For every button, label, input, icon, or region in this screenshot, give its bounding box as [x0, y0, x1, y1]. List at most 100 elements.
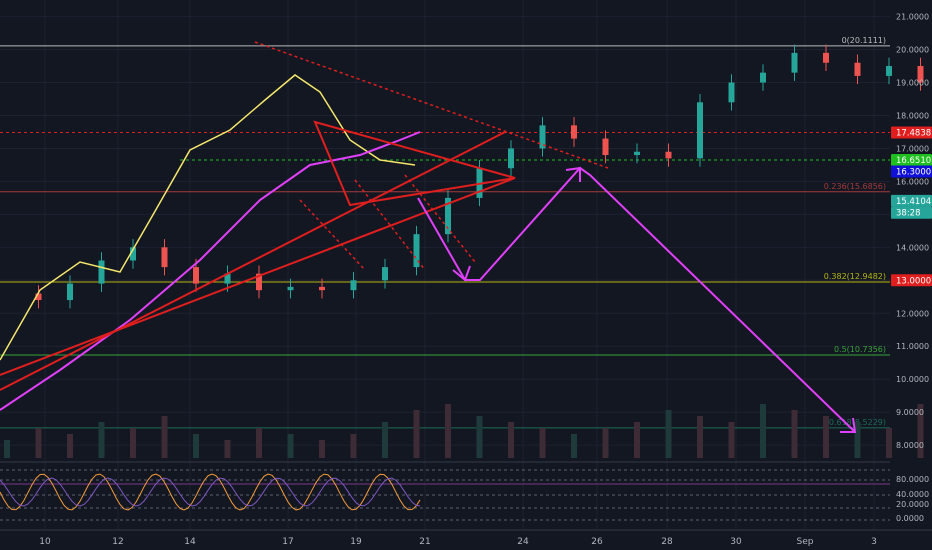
y-tick-label: 11.0000 [896, 342, 929, 351]
candle-body [161, 247, 168, 268]
volume-bar [886, 428, 892, 458]
price-badge [891, 165, 932, 178]
x-tick-label: 3 [871, 537, 877, 547]
candle-body [445, 197, 451, 235]
triangle-pattern [313, 120, 516, 207]
price-badge-label: 17.4838 [896, 128, 931, 138]
candle-body [760, 72, 766, 83]
candle-body [193, 267, 199, 284]
arrow-head [565, 166, 581, 182]
projection-path [417, 166, 856, 433]
fib-level-label: 0(20.1111) [842, 36, 886, 45]
candle-body [728, 82, 735, 103]
fib-level-label: 0.5(10.7356) [834, 345, 886, 354]
candle-body [665, 151, 672, 159]
pattern-drawings [0, 41, 857, 433]
x-tick-label: 24 [517, 537, 529, 547]
oscillator-line-k [0, 473, 421, 511]
x-tick-label: 14 [184, 537, 196, 547]
y-tick-label: 21.0000 [896, 13, 929, 22]
y-tick-label: 17.0000 [896, 144, 929, 153]
y-tick-label: 18.0000 [896, 111, 929, 120]
x-tick-label: Sep [797, 537, 814, 547]
moving-average-yellow [0, 74, 416, 361]
candle-body [413, 234, 420, 268]
candle-body [634, 151, 640, 156]
x-tick-label: 17 [282, 537, 293, 547]
candle-body [823, 52, 829, 63]
y-tick-label: 12.0000 [896, 309, 929, 318]
candle-body [256, 273, 262, 291]
candle-body [697, 102, 703, 159]
price-badge-label: 13.0000 [896, 276, 931, 286]
fib-level-label: 0.382(12.9482) [824, 272, 886, 281]
volume-bar [823, 416, 829, 458]
lower-trend-line [0, 177, 516, 376]
candlesticks [35, 44, 924, 309]
y-tick-label: 20.0000 [896, 46, 929, 55]
price-badge-label: 15.4104 [896, 197, 931, 207]
candle-body [508, 148, 514, 169]
candle-body [886, 66, 892, 76]
y-tick-label: 8.0000 [896, 441, 924, 450]
descending-resistance [254, 41, 609, 169]
channel-line [404, 174, 476, 263]
uptrend-line [0, 131, 506, 391]
volume-bar [539, 428, 546, 458]
candle-body [791, 52, 798, 73]
y-tick-label: 19.0000 [896, 79, 929, 88]
volume-bar [854, 422, 861, 458]
oscillator-line-d [0, 477, 421, 507]
volume-bar [917, 404, 924, 458]
price-badge-label: 16.6510 [896, 156, 931, 166]
candle-body [67, 283, 73, 301]
x-tick-label: 28 [661, 537, 673, 547]
volume-bar [287, 434, 294, 458]
volume-bar [791, 410, 798, 458]
candle-body [350, 280, 357, 291]
candle-body [319, 286, 325, 291]
candle-body [917, 66, 924, 83]
x-tick-label: 21 [419, 537, 430, 547]
oscillator-tick: 0.0000 [896, 514, 924, 523]
volume-bar [665, 410, 672, 458]
volume-bar [98, 422, 105, 458]
x-tick-label: 19 [350, 537, 362, 547]
candle-body [98, 260, 105, 284]
y-tick-label: 9.0000 [896, 408, 924, 417]
candle-body [571, 125, 577, 139]
candle-body [224, 273, 231, 284]
price-badge [891, 126, 932, 139]
moving-averages [0, 74, 421, 411]
channel-line [299, 199, 366, 271]
volume-bar [508, 422, 514, 458]
arrow-head [452, 265, 471, 282]
y-axis: 21.0000 20.0000 19.0000 18.0000 17.0000 16.00… [896, 13, 929, 451]
channel-line [354, 179, 426, 271]
x-tick-label: 12 [112, 537, 123, 547]
volume-bar [760, 404, 766, 458]
volume-bar [224, 440, 231, 458]
volume-bar [256, 428, 262, 458]
volume-bar [602, 428, 609, 458]
y-tick-label: 14.0000 [896, 243, 929, 252]
candle-body [854, 62, 861, 76]
price-badge [891, 206, 932, 219]
volume-bar [413, 410, 420, 458]
price-badge-label: 38:28 [896, 209, 921, 219]
candle-body [382, 267, 388, 281]
fib-level-label: 0.236(15.6856) [824, 182, 886, 191]
candle-body [287, 286, 294, 291]
price-badge-label: 16.3000 [896, 168, 931, 178]
y-tick-label: 10.0000 [896, 375, 929, 384]
volume-bar [193, 434, 199, 458]
x-tick-label: 30 [730, 537, 742, 547]
moving-average-magenta [0, 131, 421, 411]
oscillator-tick: 40.0000 [896, 490, 929, 499]
volume-bar [130, 428, 136, 458]
volume-bar [571, 434, 577, 458]
candle-body [35, 293, 42, 301]
x-tick-label: 26 [591, 537, 603, 547]
